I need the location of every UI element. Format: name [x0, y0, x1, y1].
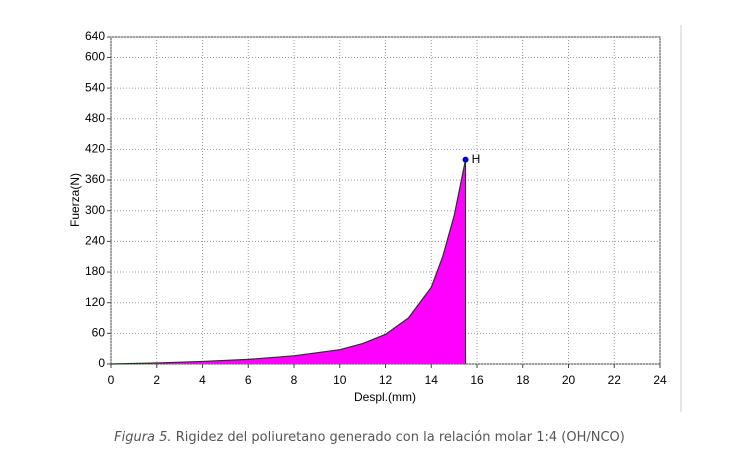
caption-label: Figura 5. — [114, 430, 172, 445]
point-label: H — [472, 152, 481, 166]
caption-text: Rigidez del poliuretano generado con la … — [175, 430, 625, 445]
curve — [110, 159, 467, 365]
x-tick-label: 12 — [379, 373, 393, 387]
x-tick-label: 4 — [199, 373, 206, 387]
x-tick-label: 24 — [653, 373, 667, 387]
y-tick-label: 600 — [85, 50, 105, 64]
x-tick-label: 2 — [153, 373, 160, 387]
point-marker — [462, 156, 469, 163]
area — [111, 159, 466, 364]
plot-area — [110, 36, 661, 365]
y-tick-label: 640 — [85, 29, 105, 43]
x-tick-label: 6 — [245, 373, 252, 387]
y-tick-label: 360 — [85, 172, 105, 186]
y-tick-label: 480 — [85, 111, 105, 125]
x-tick-label: 20 — [562, 373, 576, 387]
y-tick-label: 240 — [85, 234, 105, 248]
y-tick-label: 540 — [85, 80, 105, 94]
y-tick-label: 60 — [92, 326, 106, 340]
x-tick-label: 18 — [516, 373, 530, 387]
x-tick-label: 14 — [425, 373, 439, 387]
x-tick-label: 16 — [470, 373, 484, 387]
x-axis-label: Despl.(mm) — [354, 390, 416, 404]
y-tick-label: 0 — [98, 356, 105, 370]
y-tick-label: 120 — [85, 295, 105, 309]
caption: Figura 5. Rigidez del poliuretano genera… — [0, 430, 739, 445]
y-tick-label: 420 — [85, 142, 105, 156]
y-tick-label: 300 — [85, 203, 105, 217]
y-axis-label: Fuerza(N) — [68, 173, 82, 227]
x-tick-label: 10 — [333, 373, 347, 387]
x-tick-label: 0 — [108, 373, 115, 387]
x-tick-label: 22 — [608, 373, 622, 387]
x-tick-label: 8 — [291, 373, 298, 387]
y-tick-label: 180 — [85, 264, 105, 278]
